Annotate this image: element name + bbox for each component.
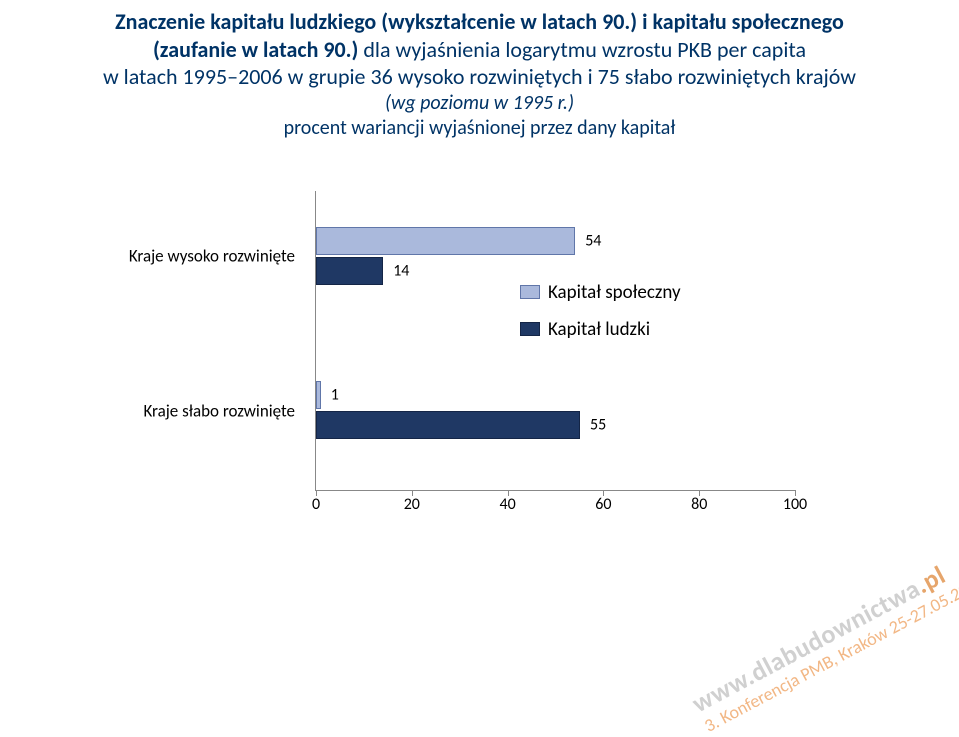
watermark-subline: 3. Konferencja PMB, Kraków 25-27.05.2011 <box>701 570 959 737</box>
legend-swatch-icon <box>520 285 540 299</box>
xtick-label: 100 <box>783 495 807 514</box>
legend-swatch-icon <box>520 322 540 336</box>
legend: Kapitał społeczny Kapitał ludzki <box>520 281 681 355</box>
chart-title-block: Znaczenie kapitału ludzkiego (wykształce… <box>0 0 959 141</box>
title-line1: Znaczenie kapitału ludzkiego (wykształce… <box>115 8 844 35</box>
bar-cat1-ludzki <box>316 411 580 439</box>
title-line3: w latach 1995–2006 w grupie 36 wysoko ro… <box>30 63 929 91</box>
legend-item-ludzki: Kapitał ludzki <box>520 318 681 341</box>
watermark-domain: dlabudownictwa <box>745 572 926 688</box>
xtick-label: 40 <box>499 495 515 514</box>
bar-value-label: 14 <box>393 261 409 280</box>
chart: 0 20 40 60 80 100 54 14 1 55 Kraje wysok… <box>130 191 850 531</box>
category-label: Kraje wysoko rozwinięte <box>95 245 295 266</box>
bar-cat0-ludzki <box>316 257 383 285</box>
bar-value-label: 55 <box>590 415 606 434</box>
category-label: Kraje słabo rozwinięte <box>95 400 295 421</box>
bar-cat1-spoleczny <box>316 381 321 409</box>
watermark-www: www. <box>687 660 760 719</box>
title-line5: procent wariancji wyjaśnionej przez dany… <box>30 116 929 141</box>
legend-label: Kapitał społeczny <box>548 281 681 304</box>
bar-value-label: 1 <box>331 385 339 404</box>
xtick-label: 60 <box>595 495 611 514</box>
watermark: www.dlabudownictwa.pl 3. Konferencja PMB… <box>687 543 959 737</box>
xtick-label: 20 <box>404 495 420 514</box>
legend-label: Kapitał ludzki <box>548 318 650 341</box>
xtick-label: 0 <box>312 495 320 514</box>
bar-cat0-spoleczny <box>316 227 575 255</box>
bar-value-label: 54 <box>585 231 601 250</box>
title-line2-normal: dla wyjaśnienia logarytmu wzrostu PKB pe… <box>358 36 806 63</box>
title-line2-bold: (zaufanie w latach 90.) <box>153 36 358 63</box>
title-line4: (wg poziomu w 1995 r.) <box>30 91 929 116</box>
legend-item-spoleczny: Kapitał społeczny <box>520 281 681 304</box>
xtick-label: 80 <box>691 495 707 514</box>
watermark-tld: .pl <box>910 558 950 600</box>
